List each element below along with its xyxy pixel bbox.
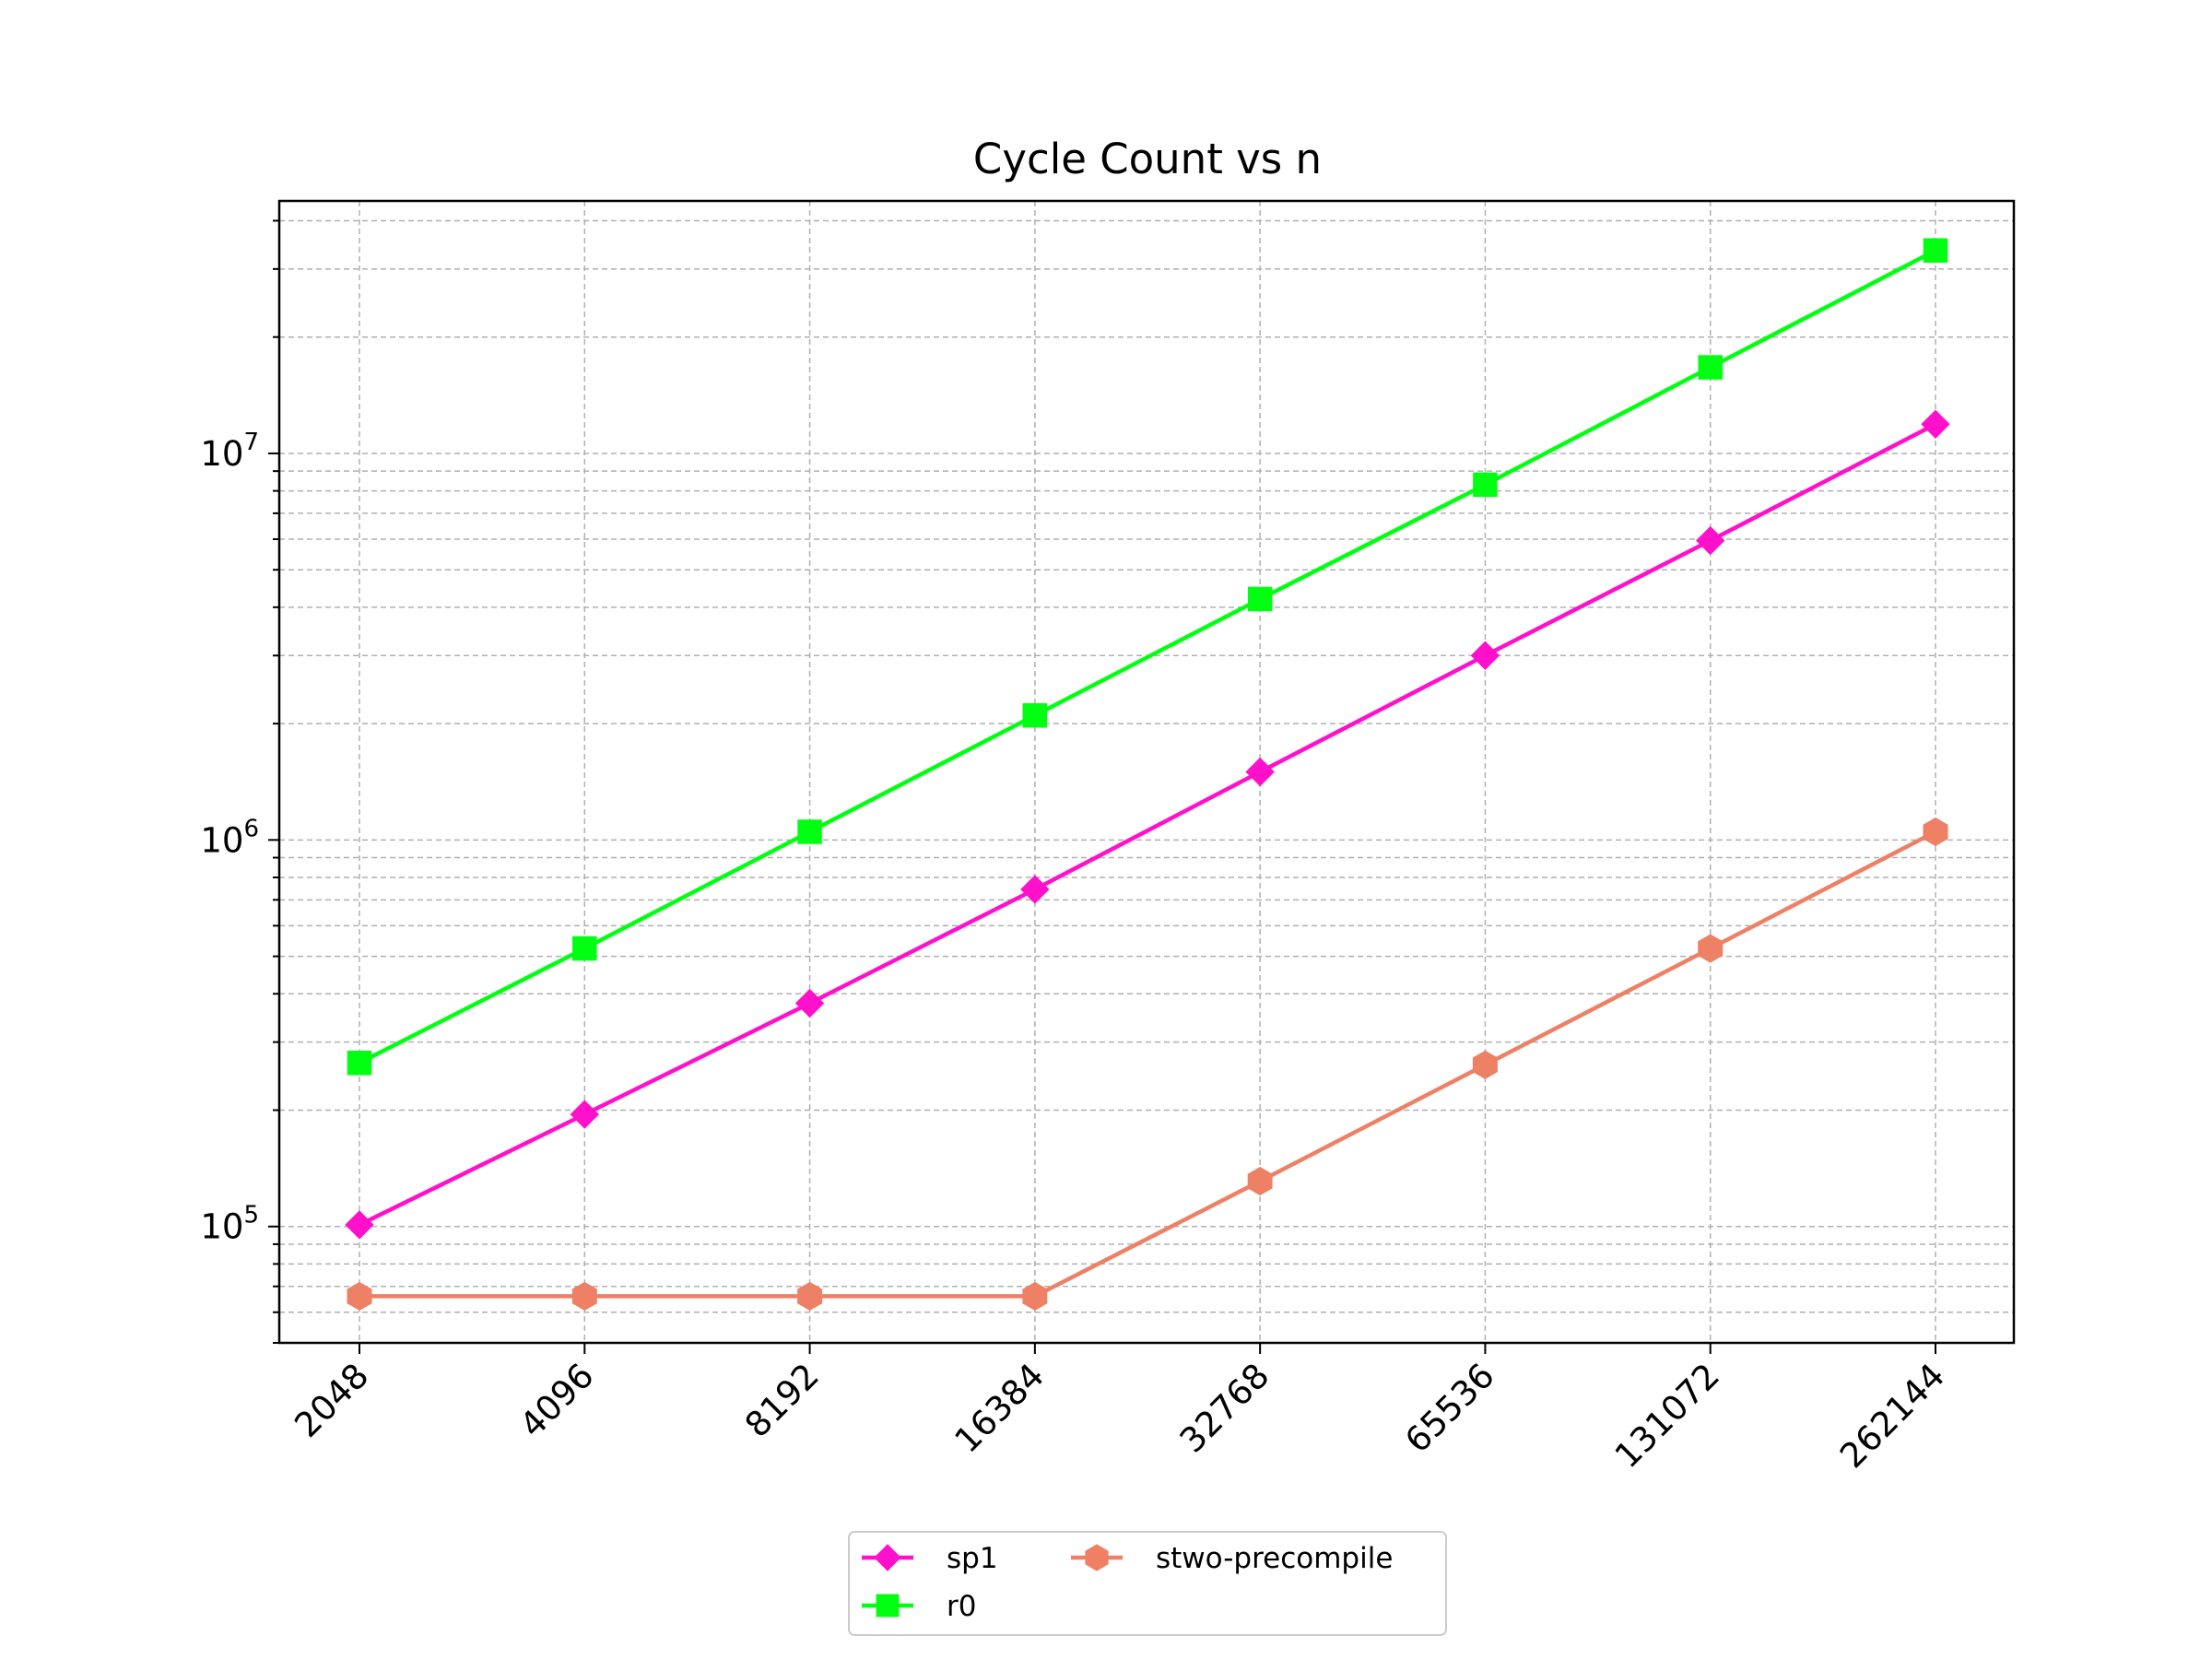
x-tick-label: 131072 xyxy=(1607,1356,1727,1476)
legend-marker xyxy=(876,1594,900,1618)
legend-entry-r0: r0 xyxy=(862,1590,976,1623)
data-point xyxy=(347,1050,372,1076)
data-point xyxy=(1247,586,1273,612)
data-point xyxy=(1020,875,1050,904)
data-point xyxy=(571,1281,597,1311)
series-line xyxy=(358,248,1937,1065)
legend-entry-stwo-precompile: stwo-precompile xyxy=(1071,1542,1393,1575)
legend-marker xyxy=(874,1544,901,1571)
series-sp1 xyxy=(345,409,1950,1240)
legend-marker xyxy=(1085,1544,1109,1571)
data-point xyxy=(1472,1050,1498,1079)
data-point xyxy=(572,935,597,961)
series-line xyxy=(359,422,1937,1227)
legend-frame xyxy=(848,1531,1447,1636)
legend-label: r0 xyxy=(947,1590,976,1623)
series-stwo-precompile xyxy=(347,817,1948,1311)
data-point xyxy=(1698,355,1723,380)
data-point xyxy=(347,1281,372,1311)
grid-layer xyxy=(279,201,2014,1344)
data-point xyxy=(1921,409,1950,439)
y-tick-label: 106 xyxy=(200,815,259,860)
data-point xyxy=(1245,757,1275,787)
x-tick-label: 32768 xyxy=(1172,1356,1277,1461)
data-point xyxy=(570,1100,599,1129)
data-point xyxy=(797,1281,823,1311)
series-layer xyxy=(345,238,1950,1311)
x-tick-label: 8192 xyxy=(737,1356,827,1445)
data-point xyxy=(1698,934,1724,963)
data-point xyxy=(1470,641,1500,670)
data-point xyxy=(1247,1167,1273,1196)
y-tick-label: 105 xyxy=(200,1202,259,1247)
legend-entry-sp1: sp1 xyxy=(862,1542,998,1575)
legend-label: stwo-precompile xyxy=(1156,1542,1393,1575)
x-tick-label: 262144 xyxy=(1832,1356,1952,1476)
data-point xyxy=(345,1210,374,1240)
series-line xyxy=(359,830,1937,1299)
x-axis: 2048 4096 8192 16384 32768 65536 131072 262144 xyxy=(287,1343,1952,1476)
series-r0 xyxy=(347,238,1948,1076)
data-point xyxy=(1923,238,1948,264)
chart-title: Cycle Count vs n xyxy=(973,135,1322,183)
data-point xyxy=(1923,817,1948,847)
legend: sp1 r0 stwo-precompile xyxy=(848,1531,1447,1636)
legend-label: sp1 xyxy=(947,1542,998,1575)
data-point xyxy=(794,988,825,1018)
data-point xyxy=(1022,702,1048,728)
data-point xyxy=(797,819,822,844)
x-tick-label: 2048 xyxy=(287,1356,376,1445)
data-point xyxy=(1022,1281,1048,1311)
plot-frame xyxy=(277,199,2016,1345)
y-tick-label: 107 xyxy=(200,429,259,474)
y-axis: 105 106 107 xyxy=(200,219,279,1344)
x-tick-label: 16384 xyxy=(947,1356,1053,1461)
x-tick-label: 65536 xyxy=(1397,1356,1502,1461)
data-point xyxy=(1696,525,1725,556)
data-point xyxy=(1473,472,1498,498)
x-tick-label: 4096 xyxy=(512,1356,602,1445)
